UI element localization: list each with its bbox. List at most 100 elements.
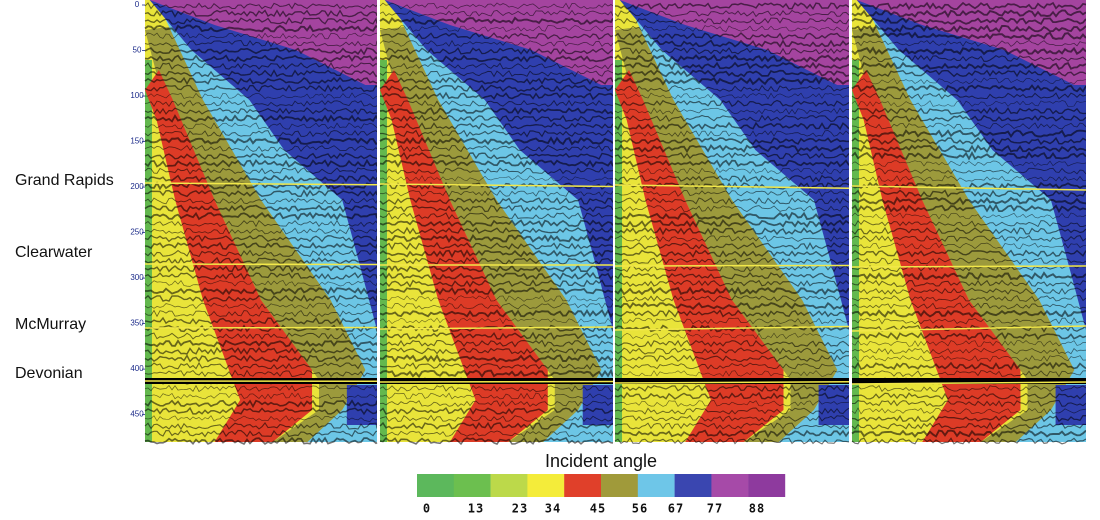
trace-texture (851, 317, 1087, 325)
trace-texture (614, 99, 850, 108)
colorbar-cell (453, 474, 491, 497)
trace-texture (851, 421, 1086, 430)
trace-texture (851, 340, 1086, 347)
trace-texture (614, 92, 850, 100)
trace-texture (851, 129, 1087, 139)
trace-texture (614, 242, 850, 251)
trace-texture (851, 287, 1087, 295)
trace-texture (614, 272, 850, 280)
trace-texture (379, 91, 614, 101)
trace-texture (379, 47, 614, 55)
horizon-line (614, 184, 850, 189)
trace-texture (851, 54, 1087, 63)
trace-texture (144, 429, 378, 438)
trace-texture (379, 362, 614, 370)
trace-texture (614, 407, 850, 415)
trace-texture (614, 370, 850, 377)
trace-texture (614, 76, 850, 86)
trace-texture (144, 69, 378, 78)
trace-texture (379, 84, 614, 93)
trace-texture (379, 406, 613, 415)
trace-texture (379, 271, 614, 281)
trace-texture (851, 196, 1087, 206)
trace-texture (851, 331, 1087, 341)
trace-texture (379, 204, 614, 213)
trace-texture (144, 399, 378, 409)
trace-texture (144, 369, 378, 378)
trace-texture (144, 204, 378, 213)
trace-texture (380, 167, 614, 175)
trace-texture (379, 430, 614, 438)
trace-texture (144, 24, 378, 34)
horizon-line (379, 183, 614, 188)
trace-texture (614, 54, 850, 63)
trace-texture (379, 25, 614, 32)
blue-zone (856, 0, 1086, 330)
trace-texture (851, 144, 1087, 154)
colorbar-cell (637, 474, 675, 497)
trace-texture (614, 226, 850, 236)
trace-texture (144, 339, 378, 348)
trace-texture (144, 436, 378, 446)
trace-texture (851, 249, 1087, 258)
trace-texture (144, 354, 378, 363)
trace-texture (614, 2, 850, 11)
trace-texture (144, 61, 378, 70)
trace-texture (379, 99, 614, 108)
trace-texture (851, 279, 1087, 288)
trace-texture (851, 212, 1087, 220)
trace-texture (614, 69, 850, 78)
trace-texture (379, 279, 614, 288)
trace-texture (851, 9, 1087, 19)
trace-texture (851, 203, 1087, 214)
horizon-label: Grand Rapids (15, 172, 114, 189)
trace-texture (851, 437, 1087, 445)
trace-texture (379, 400, 614, 408)
trace-texture (379, 233, 614, 244)
trace-texture (614, 167, 850, 175)
trace-texture (144, 84, 378, 93)
trace-texture (379, 331, 614, 341)
trace-texture (614, 107, 850, 115)
trace-texture (144, 174, 378, 183)
trace-texture (379, 9, 614, 17)
trace-texture (379, 189, 614, 198)
trace-texture (614, 39, 850, 48)
trace-texture (144, 406, 378, 416)
colorbar-label: 67 (668, 502, 684, 516)
trace-texture (144, 76, 378, 86)
trace-texture (852, 399, 1087, 408)
trace-texture (379, 144, 614, 153)
green-strip (615, 60, 623, 442)
trace-texture (380, 129, 614, 138)
trace-texture (851, 355, 1087, 362)
green-strip (145, 60, 152, 442)
time-tick-label: 0 (135, 0, 140, 9)
trace-texture (614, 332, 850, 340)
trace-texture (614, 309, 850, 318)
trace-texture (144, 211, 378, 221)
trace-texture (614, 197, 850, 205)
trace-texture (851, 347, 1087, 355)
trace-texture (851, 151, 1087, 161)
horizon-line (851, 381, 1087, 385)
horizon-label: McMurray (15, 316, 86, 333)
trace-texture (614, 219, 850, 228)
magenta-zone (384, 0, 613, 85)
trace-texture (379, 114, 613, 123)
trace-texture (614, 121, 850, 131)
trace-texture (379, 175, 614, 182)
trace-texture (144, 122, 378, 130)
trace-texture (144, 197, 378, 205)
trace-texture (379, 77, 614, 86)
trace-texture (144, 158, 378, 168)
trace-texture (614, 181, 850, 191)
trace-texture (379, 317, 614, 325)
time-tick-label: 250 (130, 228, 144, 237)
trace-texture (379, 226, 614, 235)
horizon-label: Clearwater (15, 244, 93, 261)
trace-texture (379, 197, 614, 205)
time-tick-label: 150 (130, 137, 144, 146)
trace-texture (379, 384, 614, 392)
trace-texture (379, 62, 614, 70)
